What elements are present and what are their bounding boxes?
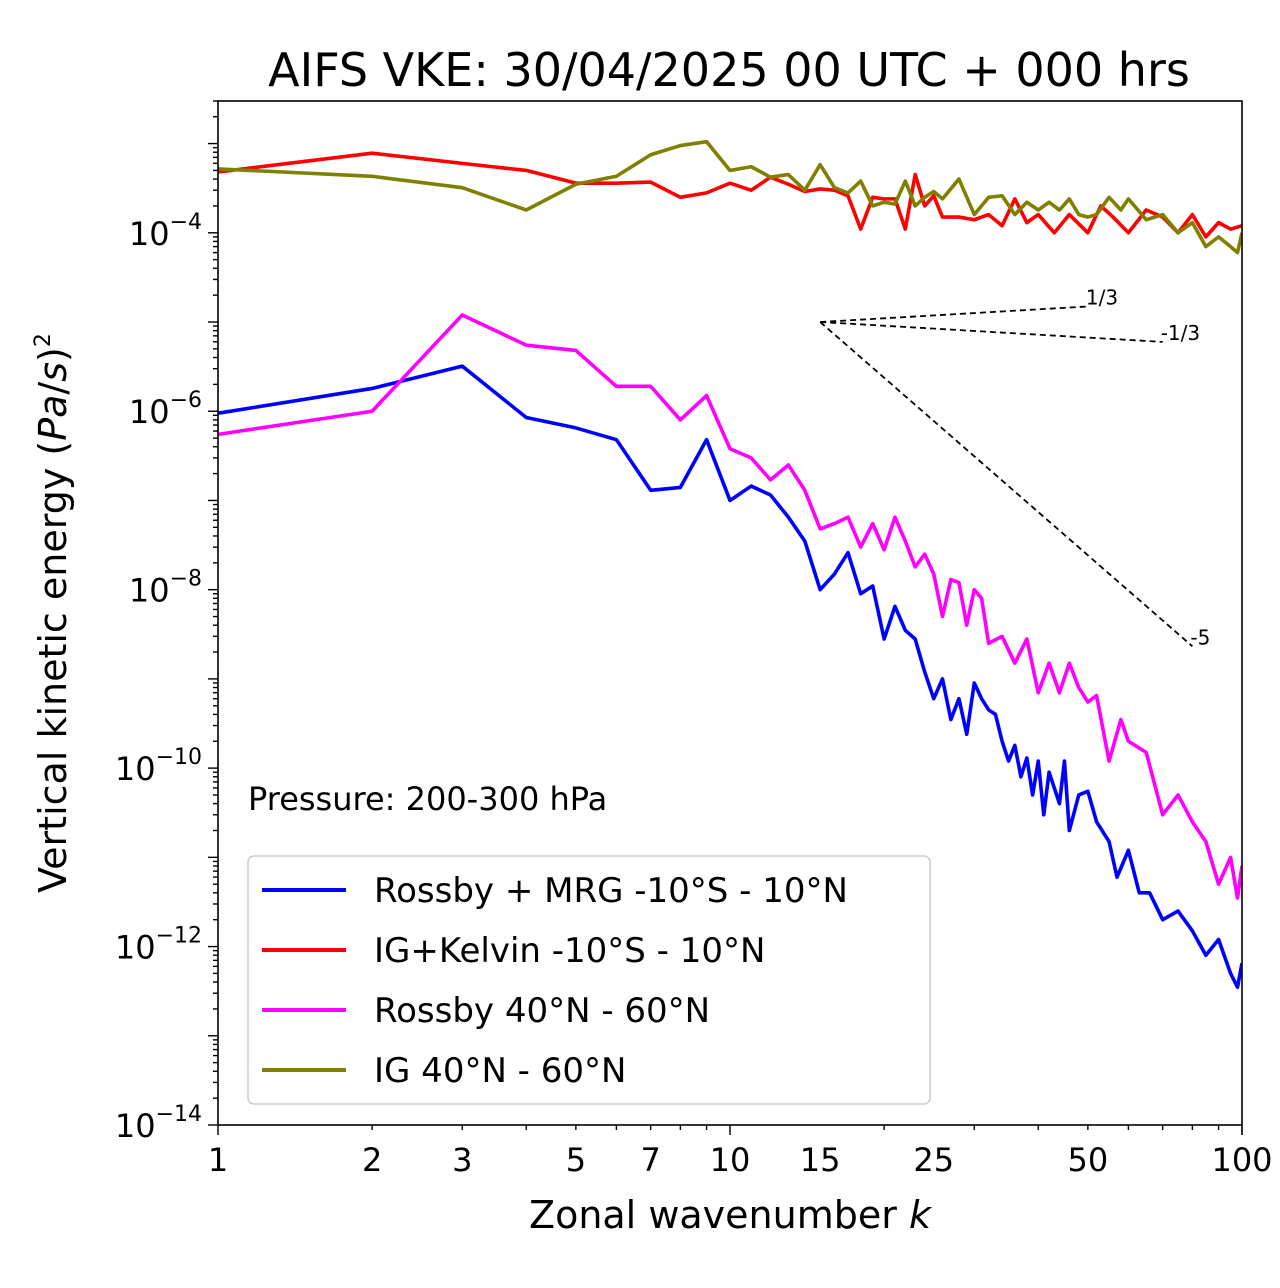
x-tick-label: 5: [566, 1141, 586, 1179]
series-line-3: [218, 313, 1242, 900]
reference-slope-label: 1/3: [1086, 285, 1118, 309]
reference-slope-line: [820, 321, 1163, 343]
pressure-annotation: Pressure: 200-300 hPa: [248, 780, 607, 818]
chart-title: AIFS VKE: 30/04/2025 00 UTC + 000 hrs: [268, 43, 1190, 97]
reference-slope-line: [819, 321, 1193, 648]
y-axis-ticks: 10−14 10−12 10−10 10−8 10−6 10−4: [115, 100, 218, 1145]
y-tick-label: 10−12: [115, 924, 202, 967]
x-tick-label: 7: [641, 1141, 661, 1179]
x-axis-label: Zonal wavenumber k: [529, 1193, 933, 1237]
legend-label: Rossby + MRG -10°S - 10°N: [374, 871, 848, 911]
x-tick-label: 3: [452, 1141, 472, 1179]
legend: Rossby + MRG -10°S - 10°N IG+Kelvin -10°S…: [247, 855, 931, 1105]
series-line-1: [218, 364, 1242, 990]
legend-label: IG+Kelvin -10°S - 10°N: [374, 931, 765, 971]
legend-label: IG 40°N - 60°N: [374, 1051, 626, 1091]
x-tick-label: 50: [1068, 1141, 1109, 1179]
y-axis-label: Vertical kinetic energy (Pa/s)2: [31, 333, 75, 893]
reference-slope-line: [820, 305, 1088, 323]
x-tick-label: 1: [208, 1141, 228, 1179]
x-tick-label: 10: [710, 1141, 751, 1179]
series-line-4: [218, 139, 1242, 255]
y-tick-label: 10−10: [115, 745, 202, 788]
reference-slopes: 1/3 -1/3 -5: [819, 285, 1210, 649]
x-tick-label: 100: [1211, 1141, 1272, 1179]
series-line-2: [218, 151, 1242, 239]
series-layer: [218, 139, 1242, 990]
reference-slope-label: -1/3: [1161, 321, 1200, 345]
legend-label: Rossby 40°N - 60°N: [374, 991, 710, 1031]
y-tick-label: 10−6: [129, 388, 202, 431]
y-tick-label: 10−4: [129, 210, 202, 253]
x-axis-ticks: 1 2 3 5 7 10 15 25 50 100: [208, 1125, 1273, 1179]
y-tick-label: 10−14: [115, 1102, 202, 1145]
x-tick-label: 15: [800, 1141, 841, 1179]
reference-slope-label: -5: [1190, 625, 1210, 649]
legend-box: [247, 855, 931, 1105]
x-tick-label: 25: [913, 1141, 954, 1179]
x-tick-label: 2: [362, 1141, 382, 1179]
y-tick-label: 10−8: [129, 567, 202, 610]
